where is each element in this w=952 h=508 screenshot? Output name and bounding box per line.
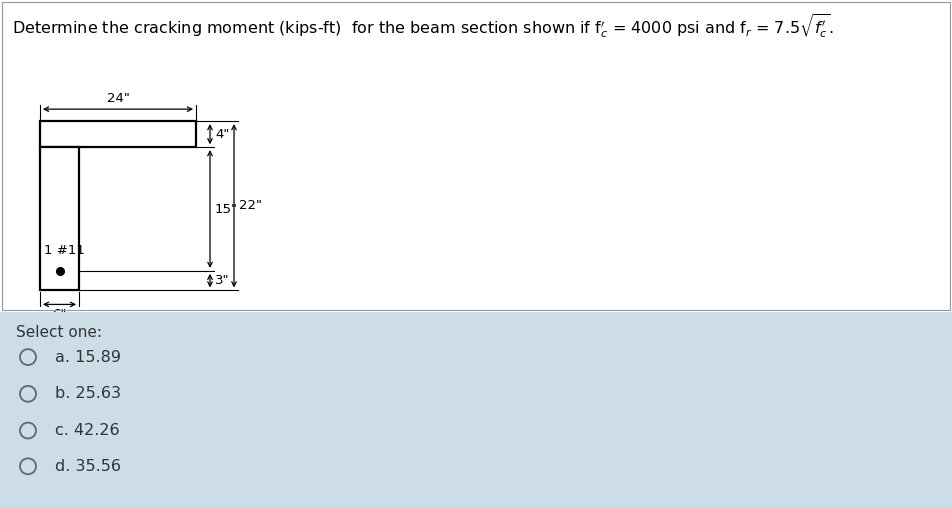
Text: a. 15.89: a. 15.89: [55, 350, 121, 365]
Text: 24": 24": [107, 92, 129, 105]
Text: 3": 3": [215, 274, 229, 287]
Text: d. 35.56: d. 35.56: [55, 459, 121, 474]
Text: Select one:: Select one:: [16, 325, 102, 340]
Text: 15": 15": [215, 203, 238, 215]
Text: c. 42.26: c. 42.26: [55, 423, 120, 438]
Circle shape: [20, 458, 36, 474]
Circle shape: [20, 423, 36, 438]
Text: b. 25.63: b. 25.63: [55, 386, 121, 401]
Text: 1 #11: 1 #11: [44, 244, 85, 257]
Text: 4": 4": [215, 128, 229, 141]
Bar: [40, 121, 196, 147]
Circle shape: [20, 386, 36, 402]
Text: Determine the cracking moment (kips-ft)  for the beam section shown if f$_c'$ = : Determine the cracking moment (kips-ft) …: [12, 12, 834, 40]
Text: 6": 6": [52, 308, 67, 322]
Circle shape: [20, 349, 36, 365]
Text: 22": 22": [239, 199, 262, 212]
Bar: [40, 147, 79, 291]
